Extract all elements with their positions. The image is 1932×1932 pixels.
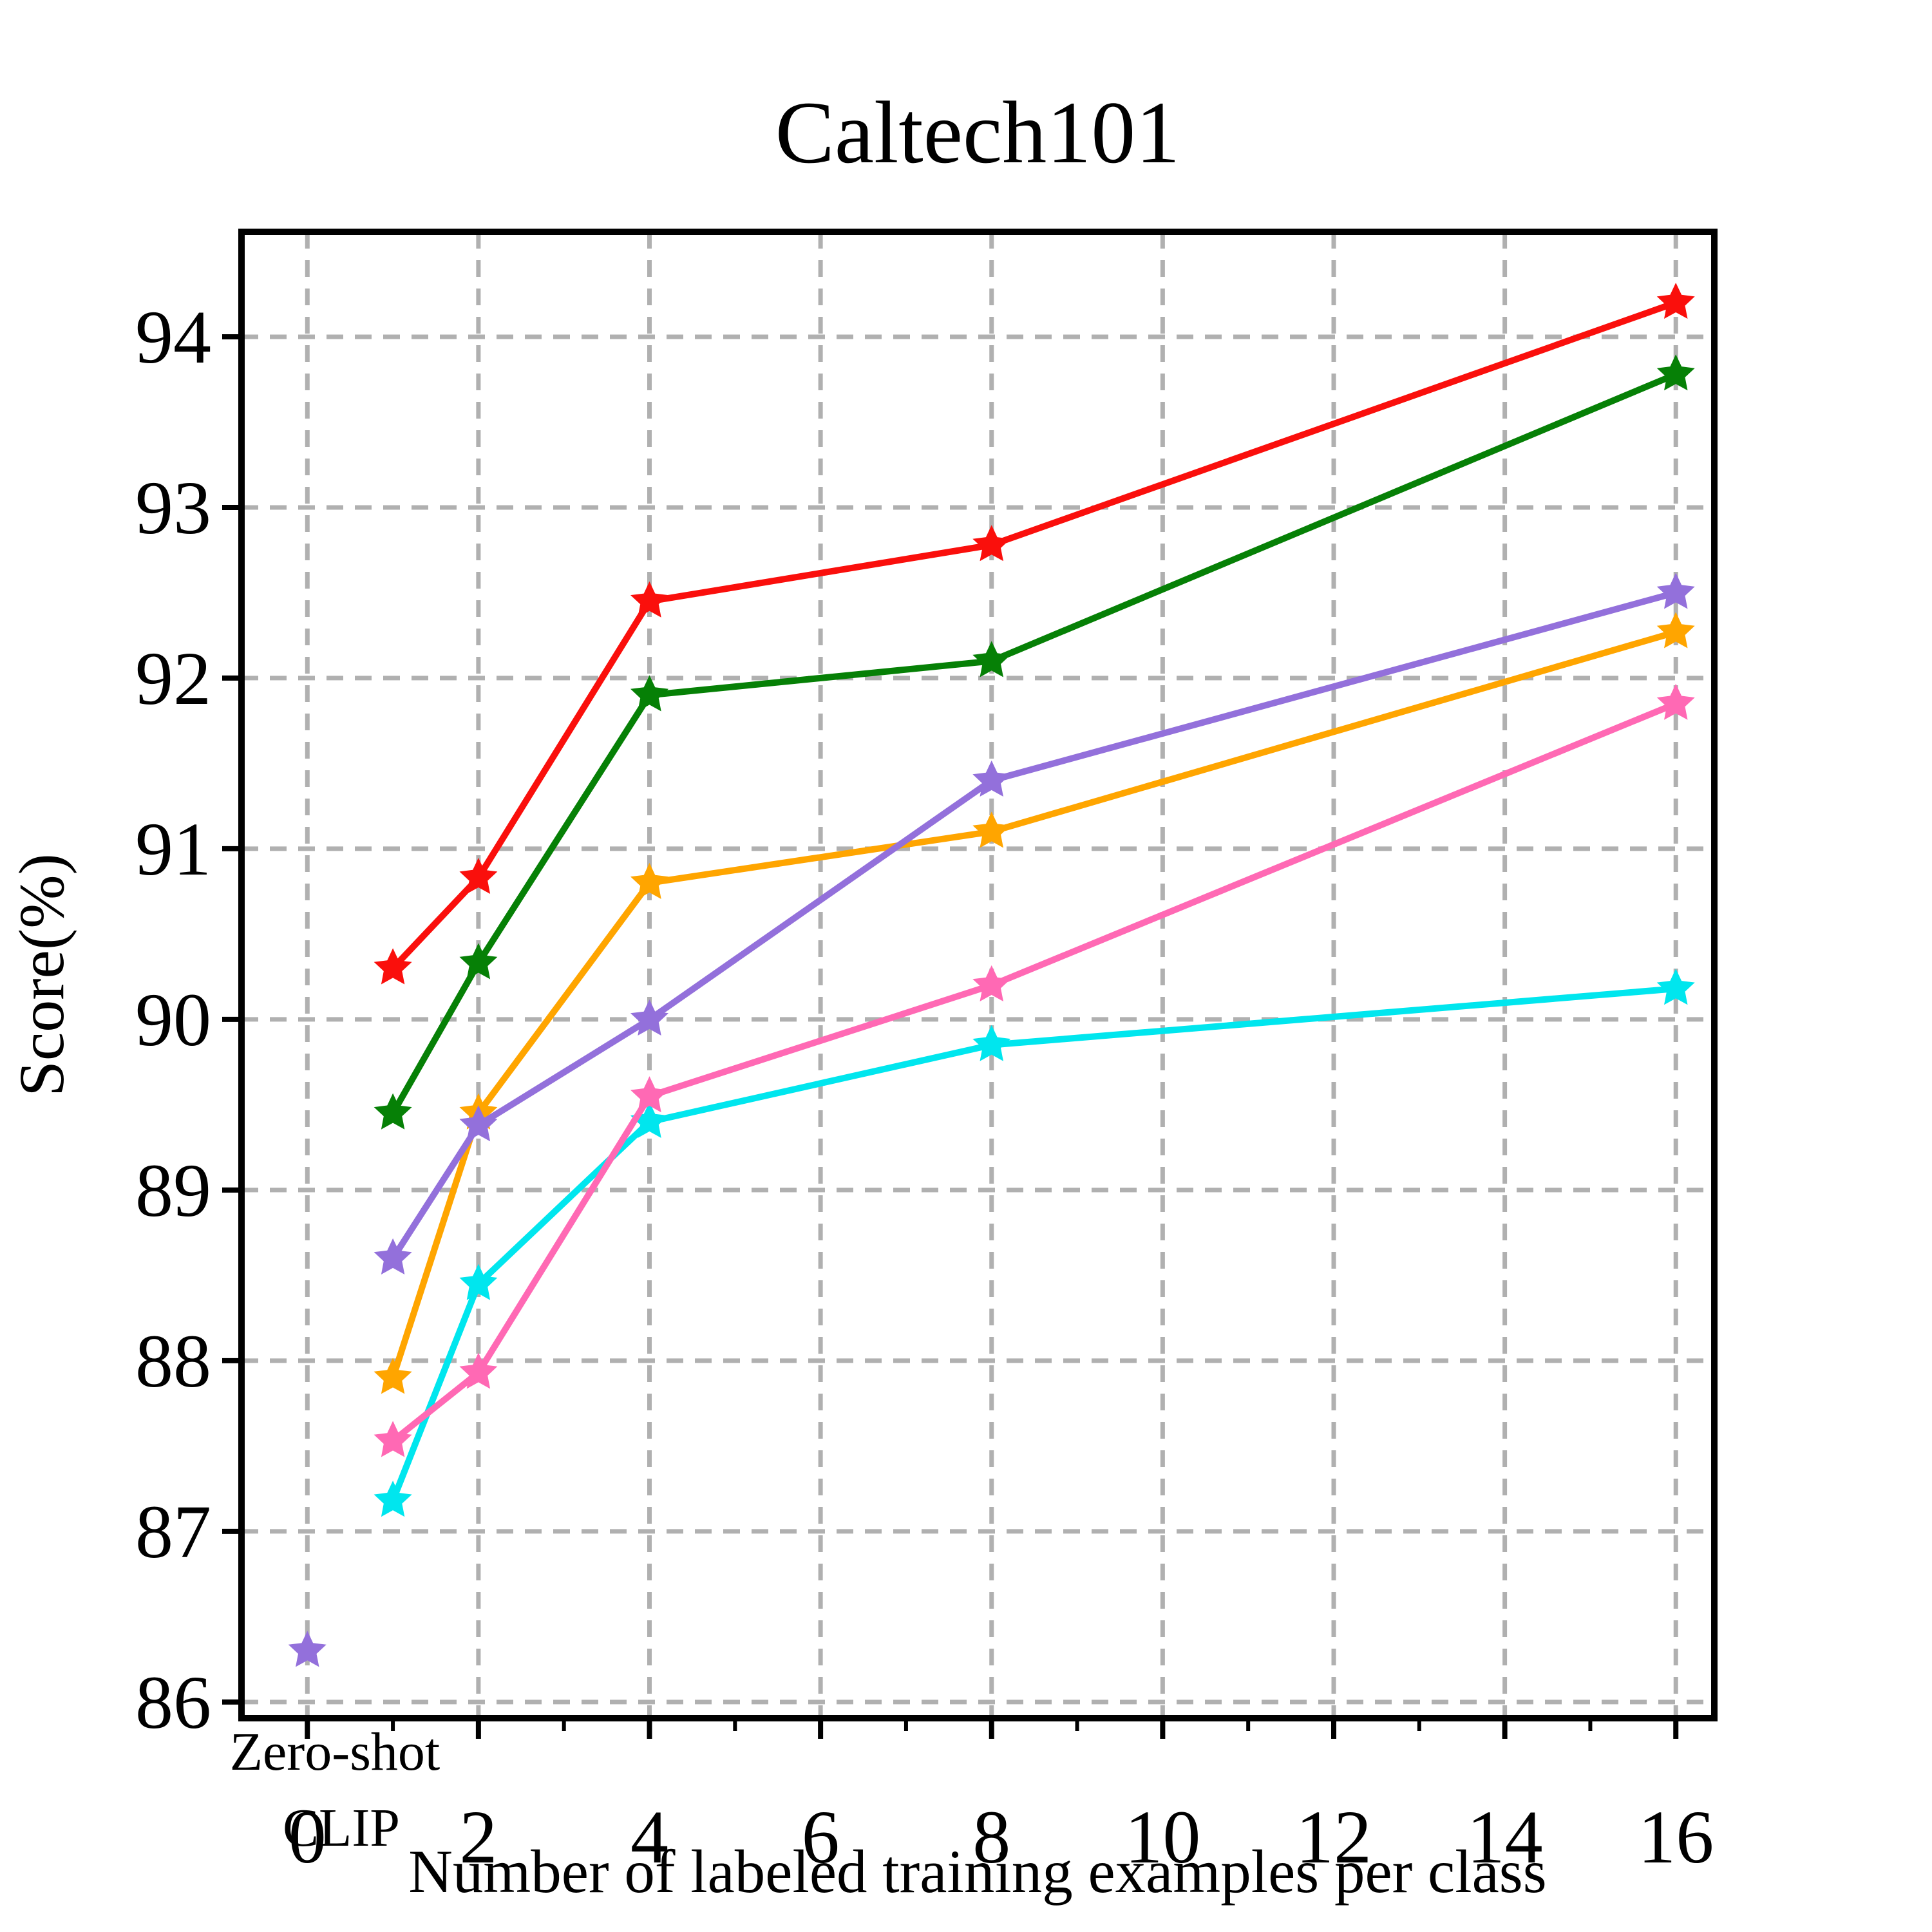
series-pink [374,683,1695,1457]
series-red [374,283,1695,985]
x-tick-label: 8 [972,1795,1010,1879]
y-tick-label: 88 [135,1319,211,1403]
series-purple-marker [972,760,1011,797]
series-purple-line [390,589,1677,1260]
zero-shot-annotation-line1: Zero-shot [230,1722,440,1782]
axis-ticks [222,334,1679,1739]
y-tick-label: 92 [135,636,211,721]
zero-shot-clip-point [288,1631,327,1667]
series-pink-marker [459,1352,498,1389]
series-purple [374,573,1695,1274]
series-green-marker [459,943,498,980]
series-cyan [374,969,1695,1517]
series-cyan-marker [630,1101,668,1138]
plot-border [238,229,1718,1721]
series-cyan-marker [374,1481,412,1517]
series-purple-marker [374,1238,412,1274]
y-tick-label: 91 [135,807,211,891]
x-tick-label: 2 [459,1795,497,1879]
x-tick-label: 16 [1638,1795,1714,1879]
series-red-marker [972,525,1011,562]
series-orange-marker [374,1358,412,1394]
series-red-marker [1656,283,1695,319]
series-pink-line [390,701,1678,1444]
y-tick-label: 94 [135,295,211,379]
zero-shot-annotation-line2: CLIP [283,1798,400,1858]
y-tick-label: 93 [135,466,211,550]
y-axis-label: Score(%) [6,853,77,1097]
x-tick-label: 10 [1124,1795,1200,1879]
gridlines [242,232,1714,1718]
series-red-line [390,299,1677,971]
series-green [374,354,1695,1130]
series-orange-marker [630,862,668,899]
x-tick-label: 14 [1467,1795,1543,1879]
series-red-marker [374,948,412,985]
y-tick-label: 89 [135,1148,211,1233]
series-green-marker [630,675,668,712]
y-tick-label: 86 [135,1660,211,1745]
series-green-marker [972,641,1011,677]
series-purple-marker [1656,573,1695,609]
series-pink-marker [374,1421,412,1457]
series-cyan-marker [1656,969,1695,1005]
x-tick-labels: 0 2 4 6 8 10 12 14 16 [289,1795,1714,1879]
y-tick-labels: 86 87 88 89 90 91 92 93 94 [135,295,211,1745]
x-tick-label: 4 [630,1795,668,1879]
series-lines [374,283,1695,1517]
series-purple-marker [459,1105,498,1142]
x-axis-label: Number of labeled training examples per … [408,1837,1546,1906]
x-tick-label: 6 [802,1795,840,1879]
series-cyan-line [390,985,1676,1502]
series-red-marker [459,858,498,894]
series-pink-marker [1656,683,1695,720]
chart-title: Caltech101 [775,83,1180,182]
zero-shot-clip-marker [288,1631,327,1667]
series-pink-marker [972,965,1011,1001]
series-orange-marker [1656,612,1695,649]
series-green-marker [374,1093,412,1130]
series-pink-marker [630,1076,668,1113]
series-green-marker [1656,354,1695,391]
y-tick-label: 90 [135,978,211,1062]
series-cyan-marker [972,1025,1011,1061]
series-red-marker [630,581,668,618]
series-orange-marker [972,811,1011,848]
series-cyan-marker [459,1264,498,1300]
series-purple-marker [630,999,668,1036]
y-tick-label: 87 [135,1490,211,1574]
x-tick-label: 12 [1296,1795,1372,1879]
x-tick-label: 0 [289,1795,327,1879]
